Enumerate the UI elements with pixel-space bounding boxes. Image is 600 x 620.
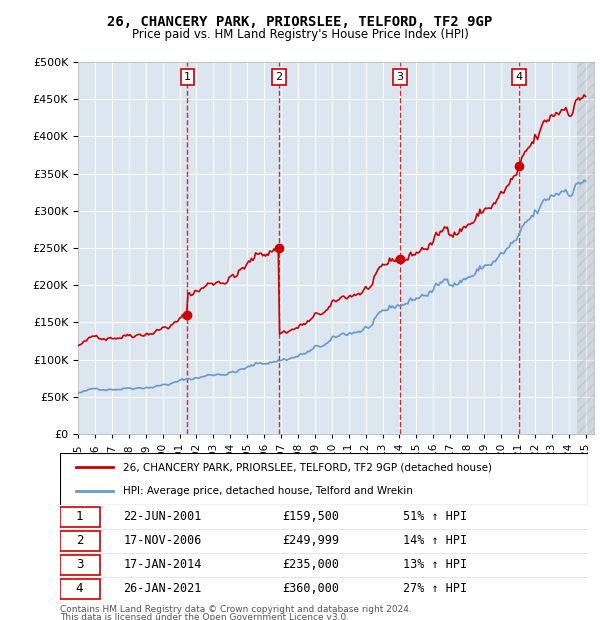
Text: 4: 4 xyxy=(515,72,523,82)
FancyBboxPatch shape xyxy=(60,531,100,551)
Text: 1: 1 xyxy=(76,510,83,523)
Text: 17-JAN-2014: 17-JAN-2014 xyxy=(124,558,202,571)
Text: 3: 3 xyxy=(397,72,404,82)
Text: 26, CHANCERY PARK, PRIORSLEE, TELFORD, TF2 9GP (detached house): 26, CHANCERY PARK, PRIORSLEE, TELFORD, T… xyxy=(124,463,493,472)
Text: 13% ↑ HPI: 13% ↑ HPI xyxy=(403,558,467,571)
Text: This data is licensed under the Open Government Licence v3.0.: This data is licensed under the Open Gov… xyxy=(60,613,349,620)
Text: Contains HM Land Registry data © Crown copyright and database right 2024.: Contains HM Land Registry data © Crown c… xyxy=(60,604,412,614)
Text: 1: 1 xyxy=(184,72,191,82)
FancyBboxPatch shape xyxy=(60,579,100,599)
Text: 17-NOV-2006: 17-NOV-2006 xyxy=(124,534,202,547)
Text: HPI: Average price, detached house, Telford and Wrekin: HPI: Average price, detached house, Telf… xyxy=(124,485,413,495)
FancyBboxPatch shape xyxy=(60,507,100,527)
Text: £249,999: £249,999 xyxy=(282,534,339,547)
Text: 4: 4 xyxy=(76,582,83,595)
Text: £159,500: £159,500 xyxy=(282,510,339,523)
Text: £360,000: £360,000 xyxy=(282,582,339,595)
FancyBboxPatch shape xyxy=(60,555,100,575)
FancyBboxPatch shape xyxy=(60,453,588,505)
Text: 22-JUN-2001: 22-JUN-2001 xyxy=(124,510,202,523)
Text: 3: 3 xyxy=(76,558,83,571)
Bar xyxy=(577,62,594,434)
Text: 2: 2 xyxy=(275,72,283,82)
Text: £235,000: £235,000 xyxy=(282,558,339,571)
Text: 51% ↑ HPI: 51% ↑ HPI xyxy=(403,510,467,523)
Text: 26, CHANCERY PARK, PRIORSLEE, TELFORD, TF2 9GP: 26, CHANCERY PARK, PRIORSLEE, TELFORD, T… xyxy=(107,16,493,30)
Text: 27% ↑ HPI: 27% ↑ HPI xyxy=(403,582,467,595)
Text: 2: 2 xyxy=(76,534,83,547)
Text: Price paid vs. HM Land Registry's House Price Index (HPI): Price paid vs. HM Land Registry's House … xyxy=(131,28,469,41)
Text: 26-JAN-2021: 26-JAN-2021 xyxy=(124,582,202,595)
Text: 14% ↑ HPI: 14% ↑ HPI xyxy=(403,534,467,547)
